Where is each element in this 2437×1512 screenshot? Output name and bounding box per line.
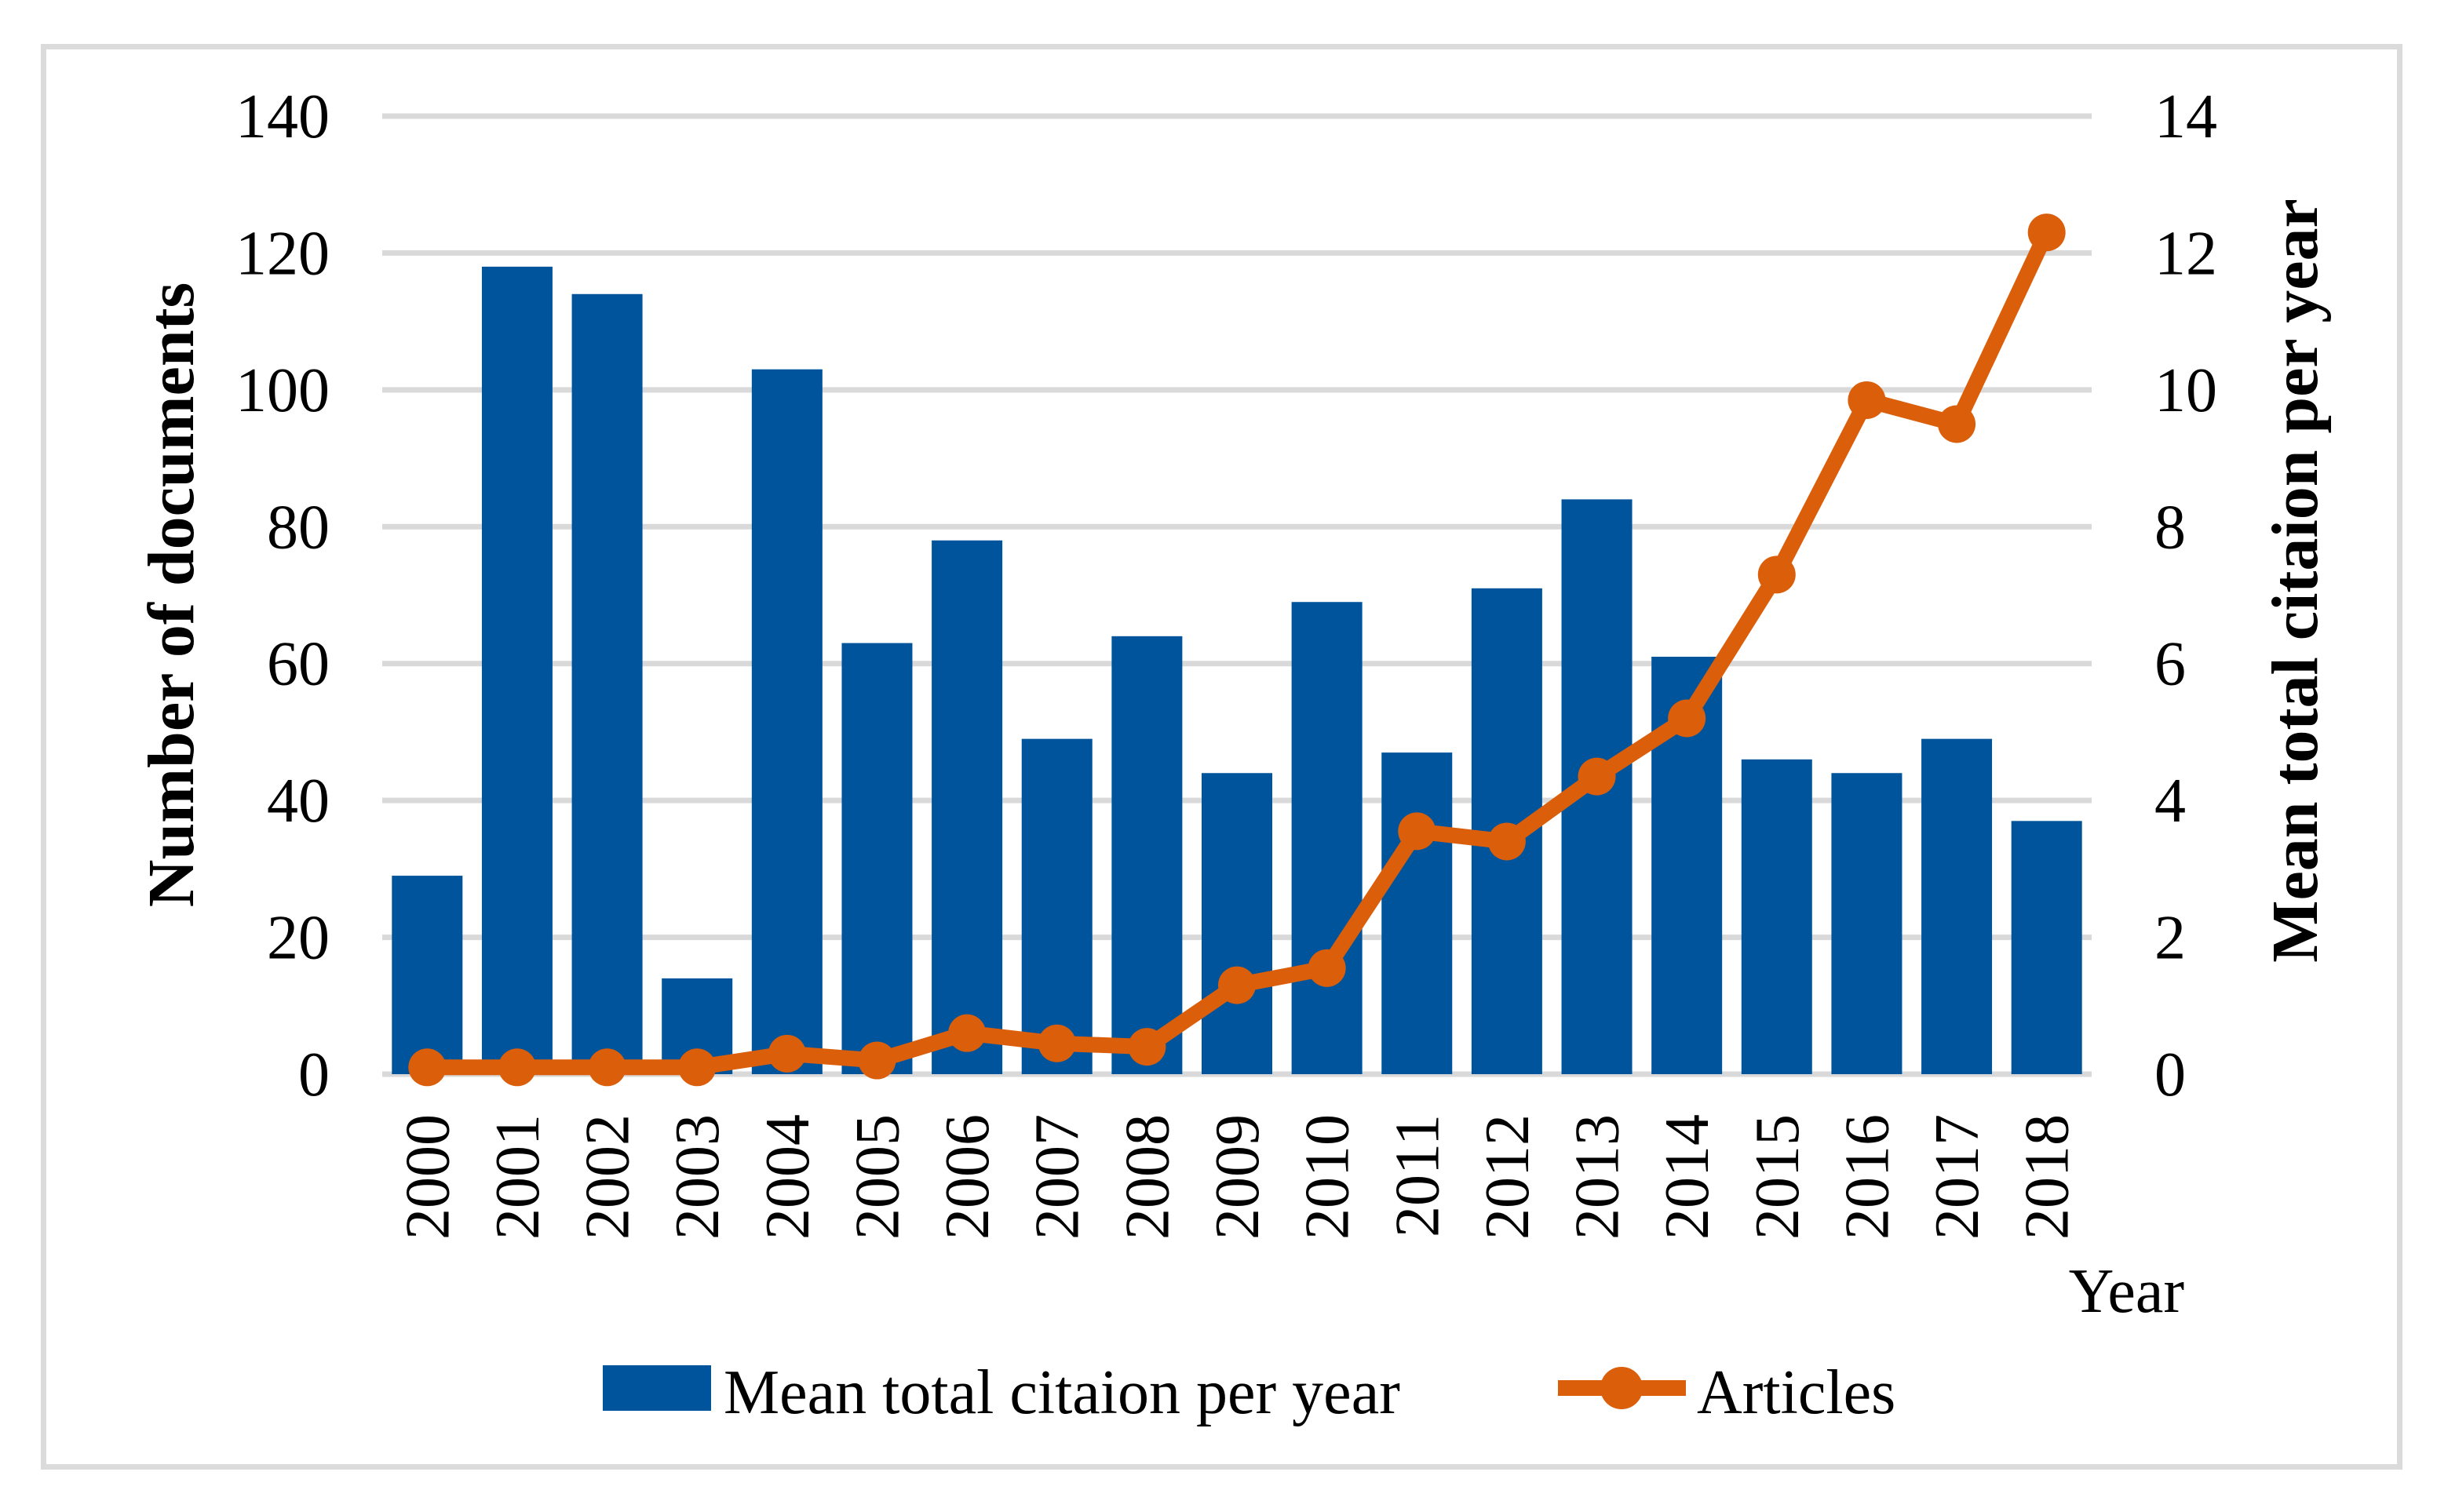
line-marker-2015 (1757, 556, 1796, 594)
left-tick-40: 40 (267, 767, 330, 836)
line-marker-2011 (1398, 812, 1436, 851)
bar-2016 (1831, 773, 1903, 1074)
x-tick-2016: 2016 (1833, 1114, 1902, 1240)
right-tick-0: 0 (2154, 1040, 2186, 1109)
right-tick-12: 12 (2154, 219, 2217, 288)
bar-2008 (1111, 636, 1183, 1074)
line-marker-2000 (408, 1048, 447, 1087)
line-marker-2005 (858, 1041, 896, 1080)
left-tick-20: 20 (267, 904, 330, 973)
right-tick-10: 10 (2154, 356, 2217, 425)
x-tick-2004: 2004 (753, 1114, 823, 1240)
line-marker-2001 (498, 1048, 536, 1087)
x-tick-2013: 2013 (1563, 1114, 1633, 1240)
x-tick-2015: 2015 (1743, 1114, 1812, 1240)
right-axis-tick-labels: 0 2 4 6 8 10 12 14 (2154, 82, 2217, 1109)
right-tick-14: 14 (2154, 82, 2217, 151)
x-tick-2003: 2003 (663, 1114, 732, 1240)
legend: Mean total citaion per year Articles (603, 1358, 1895, 1427)
x-tick-2014: 2014 (1653, 1114, 1722, 1240)
bar-2002 (571, 293, 643, 1074)
left-axis-title: Number of documents (135, 282, 208, 907)
legend-bar-swatch (603, 1365, 711, 1411)
bar-2017 (1921, 738, 1993, 1074)
x-tick-2000: 2000 (393, 1114, 462, 1240)
x-tick-2001: 2001 (483, 1114, 553, 1240)
x-tick-2011: 2011 (1383, 1114, 1452, 1237)
x-tick-2005: 2005 (843, 1114, 912, 1240)
x-tick-2007: 2007 (1023, 1114, 1093, 1240)
bar-2009 (1202, 773, 1272, 1074)
left-tick-0: 0 (298, 1040, 330, 1109)
legend-line-label: Articles (1697, 1358, 1895, 1427)
left-axis-tick-labels: 0 20 40 60 80 100 120 140 (235, 82, 330, 1109)
line-marker-2006 (948, 1014, 987, 1052)
line-marker-2007 (1038, 1024, 1076, 1062)
legend-bar-label: Mean total citaion per year (724, 1358, 1400, 1427)
x-axis-title: Year (2069, 1257, 2184, 1326)
figure-border (41, 44, 2402, 1470)
x-tick-2012: 2012 (1473, 1114, 1542, 1240)
bar-2015 (1741, 759, 1812, 1074)
bar-2010 (1291, 602, 1363, 1074)
x-tick-2018: 2018 (2013, 1114, 2082, 1240)
right-tick-6: 6 (2154, 630, 2186, 699)
bar-2006 (932, 540, 1003, 1074)
line-marker-2009 (1218, 966, 1256, 1004)
bar-2018 (2011, 821, 2082, 1074)
line-marker-2008 (1128, 1028, 1166, 1066)
bar-2001 (481, 266, 553, 1074)
x-tick-2009: 2009 (1203, 1114, 1272, 1240)
bar-2005 (841, 643, 913, 1074)
x-tick-2017: 2017 (1923, 1114, 1992, 1240)
x-tick-2002: 2002 (574, 1114, 643, 1240)
x-tick-2006: 2006 (933, 1114, 1002, 1240)
line-marker-2016 (1848, 381, 1886, 419)
left-tick-140: 140 (235, 82, 330, 151)
line-marker-2012 (1487, 822, 1526, 861)
right-tick-4: 4 (2154, 767, 2186, 836)
left-tick-100: 100 (235, 356, 330, 425)
line-series (408, 213, 2066, 1087)
x-tick-2010: 2010 (1293, 1114, 1363, 1240)
line-marker-2013 (1578, 757, 1616, 796)
bar-2004 (751, 369, 823, 1074)
right-tick-8: 8 (2154, 493, 2186, 562)
right-tick-2: 2 (2154, 904, 2186, 973)
line-marker-2014 (1668, 699, 1706, 738)
x-axis-tick-labels: 2000 2001 2002 2003 2004 2005 2006 2007 2008 2009… (393, 1114, 2081, 1240)
left-tick-60: 60 (267, 630, 330, 699)
left-tick-80: 80 (267, 493, 330, 562)
x-tick-2008: 2008 (1113, 1114, 1182, 1240)
bar-2011 (1381, 752, 1453, 1074)
bar-2007 (1021, 738, 1093, 1074)
line-marker-2017 (1938, 405, 1976, 443)
bar-2000 (392, 876, 463, 1074)
line-marker-2003 (678, 1048, 717, 1087)
left-tick-120: 120 (235, 219, 330, 288)
line-marker-2004 (768, 1034, 806, 1073)
right-axis-title: Mean total citaion per year (2259, 199, 2332, 963)
line-marker-2018 (2027, 213, 2066, 252)
line-marker-2002 (588, 1048, 626, 1087)
line-marker-2010 (1308, 949, 1346, 987)
legend-line-marker (1600, 1367, 1643, 1409)
